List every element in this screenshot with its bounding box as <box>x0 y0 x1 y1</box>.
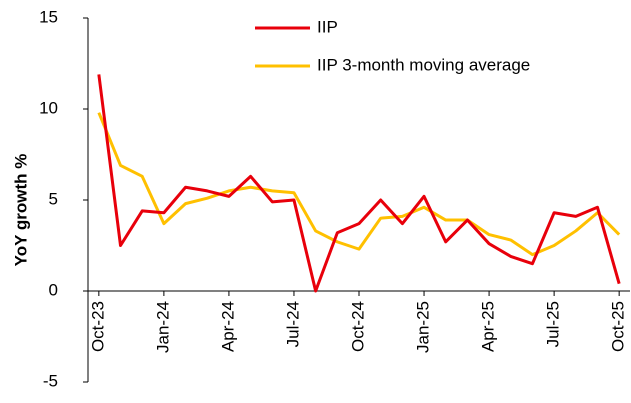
series-line <box>97 74 621 293</box>
x-tick-label: Jul-25 <box>544 301 563 347</box>
legend-label: IIP 3-month moving average <box>317 55 530 74</box>
y-tick-label: 15 <box>39 7 58 26</box>
x-tick-label: Oct-24 <box>348 301 367 352</box>
y-tick-label: -5 <box>43 371 58 390</box>
x-tick-label: Jan-25 <box>414 301 433 353</box>
y-tick-label: 5 <box>49 189 58 208</box>
x-tick-label: Oct-23 <box>88 301 107 352</box>
x-tick-label: Jul-24 <box>283 301 302 347</box>
x-tick-label: Apr-24 <box>218 301 237 352</box>
y-tick-label: 0 <box>49 280 58 299</box>
legend-label: IIP <box>317 17 338 36</box>
x-tick-label: Apr-25 <box>479 301 498 352</box>
y-axis-label: YoY growth % <box>11 154 30 267</box>
x-tick-label: Jan-24 <box>153 301 172 353</box>
y-tick-label: 10 <box>39 98 58 117</box>
x-tick-label: Oct-25 <box>609 301 628 352</box>
series-line <box>97 112 621 257</box>
